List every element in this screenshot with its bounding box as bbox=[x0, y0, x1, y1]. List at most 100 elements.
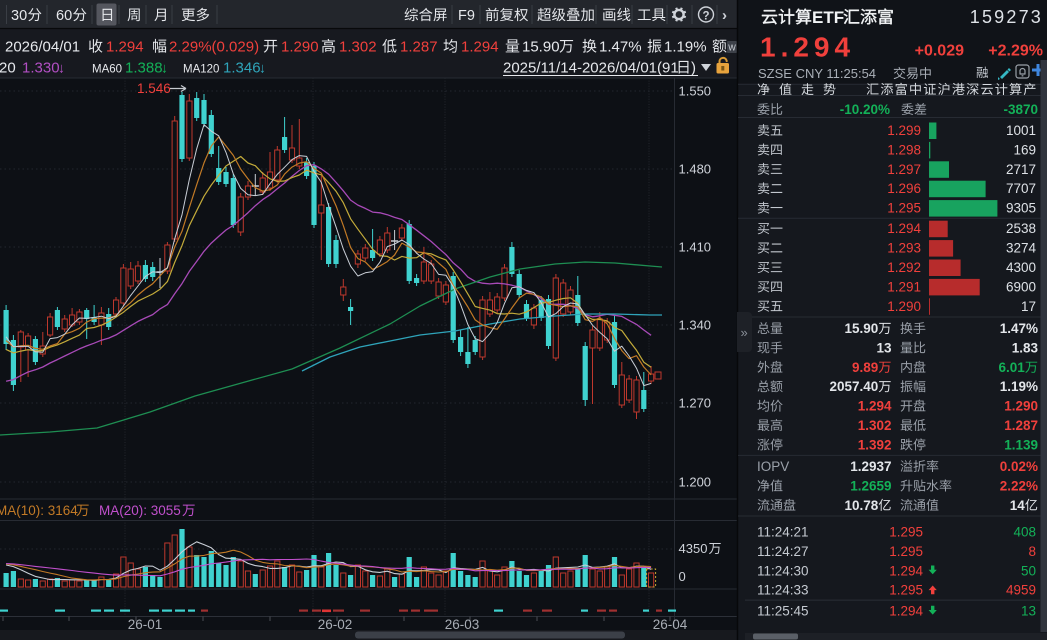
svg-text:1.299: 1.299 bbox=[887, 123, 921, 138]
svg-text:1.480: 1.480 bbox=[679, 162, 712, 177]
svg-text:»: » bbox=[741, 325, 748, 340]
svg-text:0.02%: 0.02% bbox=[1000, 459, 1038, 474]
svg-text:1.294: 1.294 bbox=[887, 221, 921, 236]
svg-text:6900: 6900 bbox=[1006, 279, 1036, 294]
svg-text:1.295: 1.295 bbox=[889, 583, 923, 598]
svg-text:1.293: 1.293 bbox=[887, 241, 921, 256]
svg-text:+0.029: +0.029 bbox=[915, 43, 964, 60]
svg-text:30: 30 bbox=[11, 8, 27, 24]
svg-text:1.295: 1.295 bbox=[889, 525, 923, 540]
svg-text:1.294: 1.294 bbox=[106, 39, 144, 56]
svg-text:1.291: 1.291 bbox=[887, 279, 921, 294]
svg-text:+2.29%: +2.29% bbox=[988, 43, 1043, 60]
svg-text:1.294: 1.294 bbox=[858, 399, 892, 414]
svg-text:1.410: 1.410 bbox=[679, 240, 712, 255]
svg-text:1.294: 1.294 bbox=[889, 563, 923, 578]
svg-text:-10.20%: -10.20% bbox=[840, 102, 890, 117]
svg-text:1.346: 1.346 bbox=[223, 60, 261, 77]
svg-text:1.287: 1.287 bbox=[400, 39, 438, 56]
svg-text:11:24:30: 11:24:30 bbox=[757, 563, 809, 578]
svg-text:1.392: 1.392 bbox=[858, 437, 892, 452]
svg-text:MA(20): 3055: MA(20): 3055 bbox=[99, 503, 181, 518]
svg-text:9305: 9305 bbox=[1006, 201, 1036, 216]
svg-text:1.270: 1.270 bbox=[679, 396, 712, 411]
svg-text:408: 408 bbox=[1013, 525, 1036, 540]
svg-text:1.294: 1.294 bbox=[760, 32, 855, 63]
svg-text:F9: F9 bbox=[458, 8, 475, 24]
svg-text:1.388: 1.388 bbox=[125, 60, 163, 77]
svg-text:1.290: 1.290 bbox=[887, 299, 921, 314]
svg-text:ETF: ETF bbox=[812, 8, 844, 27]
svg-text:1.295: 1.295 bbox=[889, 544, 923, 559]
svg-text:MA20: MA20 bbox=[0, 60, 16, 77]
svg-text:11:24:21: 11:24:21 bbox=[757, 525, 809, 540]
svg-text:9.89: 9.89 bbox=[852, 360, 878, 375]
svg-text:8: 8 bbox=[1028, 544, 1036, 559]
svg-text:↓: ↓ bbox=[259, 60, 266, 76]
svg-text:SZSE CNY 11:25:54: SZSE CNY 11:25:54 bbox=[758, 66, 876, 81]
svg-text:1.330: 1.330 bbox=[22, 60, 60, 77]
svg-text:MA60: MA60 bbox=[92, 64, 122, 76]
svg-text:26-03: 26-03 bbox=[445, 617, 480, 632]
svg-text:11:25:45: 11:25:45 bbox=[757, 604, 809, 619]
svg-text:1.139: 1.139 bbox=[1004, 437, 1038, 452]
svg-text:10.78: 10.78 bbox=[845, 498, 879, 513]
svg-text:2057.40: 2057.40 bbox=[829, 379, 878, 394]
svg-text:1.19%: 1.19% bbox=[664, 39, 707, 56]
svg-text:50: 50 bbox=[1021, 563, 1036, 578]
svg-text:3274: 3274 bbox=[1006, 241, 1037, 256]
svg-text:0: 0 bbox=[679, 569, 686, 584]
svg-text:14: 14 bbox=[1010, 498, 1026, 513]
svg-text:1.298: 1.298 bbox=[887, 142, 921, 157]
svg-text:60: 60 bbox=[56, 8, 72, 24]
svg-text:159273: 159273 bbox=[970, 7, 1043, 27]
svg-text:17: 17 bbox=[1021, 299, 1036, 314]
svg-text:1.47%: 1.47% bbox=[599, 39, 642, 56]
svg-text:4350: 4350 bbox=[679, 541, 708, 556]
svg-text:13: 13 bbox=[876, 340, 892, 355]
svg-text:IOPV: IOPV bbox=[757, 459, 789, 474]
svg-text:1001: 1001 bbox=[1006, 123, 1036, 138]
svg-text:4300: 4300 bbox=[1006, 260, 1036, 275]
svg-text:2.22%: 2.22% bbox=[1000, 478, 1038, 493]
svg-text:1.546: 1.546 bbox=[137, 81, 171, 96]
svg-text:↓: ↓ bbox=[161, 60, 168, 76]
svg-text:1.19%: 1.19% bbox=[1000, 379, 1038, 394]
svg-text:4959: 4959 bbox=[1006, 583, 1036, 598]
svg-text:7707: 7707 bbox=[1006, 181, 1036, 196]
svg-text:26-02: 26-02 bbox=[318, 617, 353, 632]
svg-text:1.200: 1.200 bbox=[679, 475, 712, 490]
svg-text:): ) bbox=[691, 60, 696, 77]
svg-text:1.2937: 1.2937 bbox=[850, 459, 891, 474]
svg-text:1.550: 1.550 bbox=[679, 84, 712, 99]
svg-text:?: ? bbox=[702, 11, 709, 23]
svg-text:2538: 2538 bbox=[1006, 221, 1036, 236]
svg-text:-3870: -3870 bbox=[1003, 102, 1038, 117]
svg-text:›: › bbox=[722, 7, 727, 24]
svg-text:1.2659: 1.2659 bbox=[850, 478, 891, 493]
svg-text:26-04: 26-04 bbox=[653, 617, 688, 632]
svg-text:2025/11/14-2026/04/01(91: 2025/11/14-2026/04/01(91 bbox=[503, 60, 679, 77]
svg-text:26-01: 26-01 bbox=[128, 617, 163, 632]
svg-text:1.294: 1.294 bbox=[889, 604, 923, 619]
svg-text:13: 13 bbox=[1021, 604, 1036, 619]
svg-text:W: W bbox=[728, 44, 736, 53]
svg-text:1.295: 1.295 bbox=[887, 201, 921, 216]
svg-text:1.302: 1.302 bbox=[858, 418, 892, 433]
svg-text:15.90: 15.90 bbox=[845, 321, 879, 336]
svg-text:MA(10): 3164: MA(10): 3164 bbox=[0, 503, 78, 518]
svg-text:1.296: 1.296 bbox=[887, 181, 921, 196]
svg-text:1.294: 1.294 bbox=[461, 39, 499, 56]
svg-text:11:24:33: 11:24:33 bbox=[757, 583, 809, 598]
svg-text:6.01: 6.01 bbox=[999, 360, 1026, 375]
svg-text:2026/04/01: 2026/04/01 bbox=[5, 39, 80, 56]
svg-text:1.340: 1.340 bbox=[679, 318, 712, 333]
svg-text:1.287: 1.287 bbox=[1004, 418, 1038, 433]
svg-text:15.90: 15.90 bbox=[522, 39, 560, 56]
svg-text:1.290: 1.290 bbox=[281, 39, 319, 56]
svg-text:1.83: 1.83 bbox=[1012, 340, 1039, 355]
svg-text:MA120: MA120 bbox=[183, 64, 219, 76]
svg-text:1.302: 1.302 bbox=[339, 39, 377, 56]
svg-text:169: 169 bbox=[1013, 142, 1036, 157]
svg-text:↓: ↓ bbox=[58, 60, 65, 76]
